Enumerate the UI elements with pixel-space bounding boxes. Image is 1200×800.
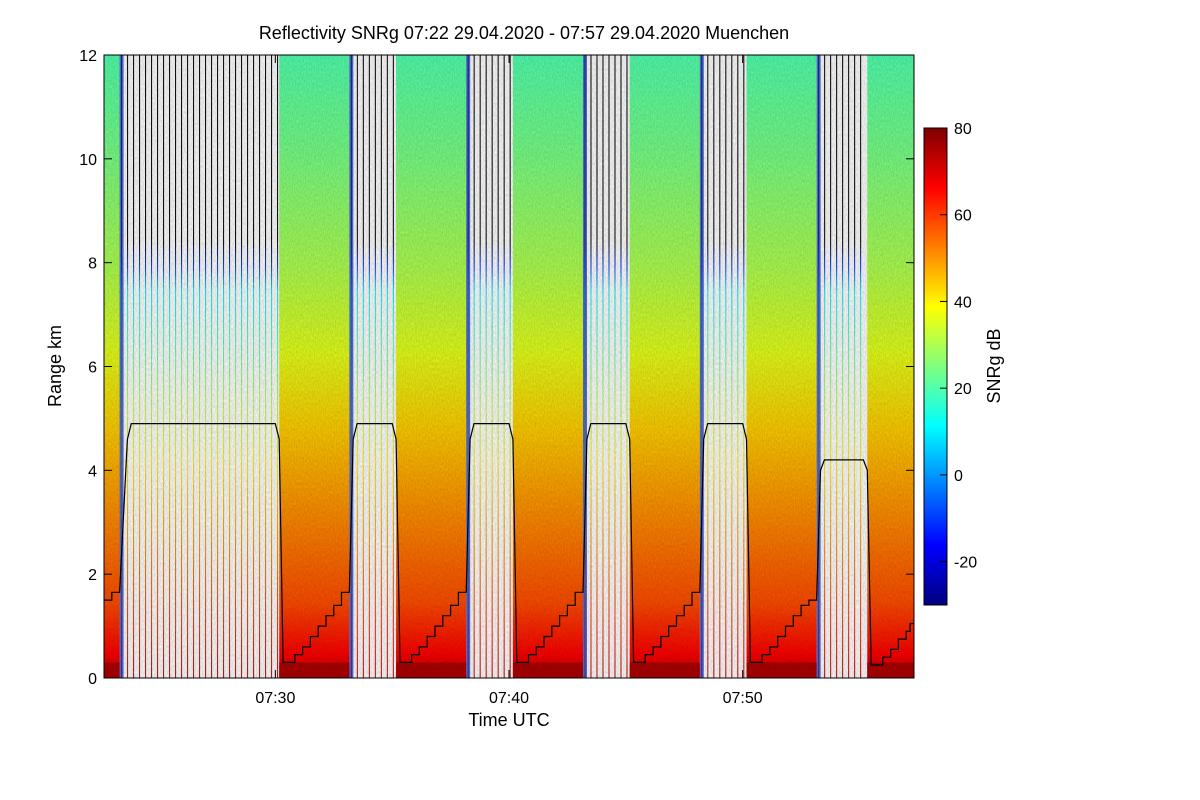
y-tick-label: 6 (88, 360, 97, 377)
x-tick-label: 07:30 (255, 690, 295, 707)
colorbar-tick-label: 80 (954, 121, 972, 138)
colorbar-tick-label: 40 (954, 294, 972, 311)
chart-title: Reflectivity SNRg 07:22 29.04.2020 - 07:… (259, 23, 789, 43)
colorbar-ticks: -20 0 20 40 60 80 (940, 121, 977, 572)
scan-elevation-line (104, 423, 914, 666)
colorbar-tick-label: 20 (954, 381, 972, 398)
colorbar-tick-label: 60 (954, 208, 972, 225)
y-axis: 0 2 4 6 8 10 12 (79, 48, 914, 688)
y-tick-label: 0 (88, 671, 97, 688)
y-tick-label: 4 (88, 463, 97, 480)
noise-texture (104, 55, 914, 678)
y-axis-label: Range km (45, 325, 65, 407)
colorbar: -20 0 20 40 60 80 SNRg dB (923, 121, 1004, 606)
plot-area (104, 55, 914, 678)
x-axis: 07:30 07:40 07:50 (255, 55, 763, 707)
y-tick-label: 8 (88, 256, 97, 273)
y-tick-label: 12 (79, 48, 97, 65)
y-tick-label: 2 (88, 567, 97, 584)
colorbar-label: SNRg dB (984, 328, 1004, 403)
colorbar-tick-label: 0 (954, 468, 963, 485)
colorbar-tick-label: -20 (954, 555, 977, 572)
y-tick-label: 10 (79, 152, 97, 169)
colorbar-bar (923, 127, 948, 606)
x-tick-label: 07:50 (723, 690, 763, 707)
x-tick-label: 07:40 (489, 690, 529, 707)
x-axis-label: Time UTC (468, 710, 549, 730)
